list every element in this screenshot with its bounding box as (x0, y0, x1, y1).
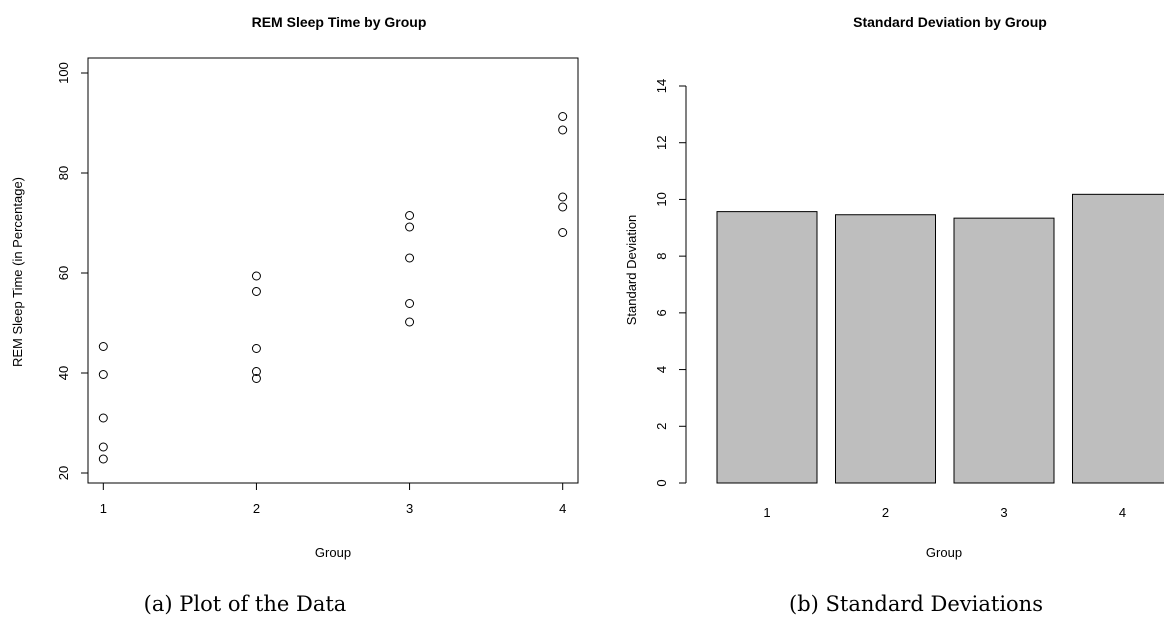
scatter-points (98, 112, 568, 464)
scatter-y-tick-label: 100 (56, 62, 71, 84)
scatter-point (405, 222, 415, 232)
bar-y-tick-label: 8 (654, 253, 669, 260)
scatter-point (251, 344, 261, 353)
bar-y-tick-label: 4 (654, 366, 669, 373)
scatter-point (405, 253, 415, 263)
bar (1072, 193, 1164, 484)
scatter-point (251, 287, 261, 296)
bar-y-tick-label: 10 (654, 192, 669, 206)
scatter-point (251, 271, 261, 281)
scatter-point (98, 370, 108, 379)
scatter-point (558, 202, 568, 212)
scatter-x-tick-label: 1 (100, 501, 107, 516)
scatter-point (98, 413, 108, 423)
bar-series (716, 193, 1164, 484)
scatter-point (405, 317, 415, 327)
bar-x-tick-label: 3 (1000, 505, 1007, 520)
scatter-point (558, 192, 568, 202)
bar-panel: Standard Deviation by Group 1 2 3 402468101… (624, 14, 1164, 616)
bar-x-tick-label: 1 (763, 505, 770, 520)
bar-x-tick-label: 4 (1119, 505, 1126, 520)
scatter-point (98, 454, 108, 464)
bar (716, 211, 818, 484)
scatter-caption: (a) Plot of the Data (144, 592, 347, 616)
bar-y-tick-label: 0 (654, 479, 669, 486)
bar-title: Standard Deviation by Group (853, 14, 1047, 30)
scatter-y-tick-label: 60 (56, 266, 71, 280)
scatter-x-tick-label: 2 (253, 501, 260, 516)
scatter-point (558, 228, 568, 237)
scatter-y-axis-label: REM Sleep Time (in Percentage) (10, 177, 25, 367)
scatter-point (98, 442, 108, 452)
scatter-x-axis-label: Group (315, 545, 351, 560)
scatter-y-tick-label: 20 (56, 466, 71, 480)
bar-y-tick-label: 14 (654, 79, 669, 93)
bar-x-tick-label: 2 (882, 505, 889, 520)
bar-y-tick-label: 2 (654, 423, 669, 430)
scatter-plot-frame (87, 57, 579, 484)
scatter-x-tick-label: 4 (559, 501, 566, 516)
bar-x-axis-label: Group (926, 545, 962, 560)
scatter-y-tick-label: 80 (56, 166, 71, 180)
scatter-point (558, 112, 568, 121)
scatter-axes: 1 2 3 4 20 40 60 80 100 (56, 62, 566, 516)
scatter-point (98, 342, 108, 351)
bar-y-tick-label: 6 (654, 309, 669, 316)
bar (953, 217, 1055, 484)
bar (835, 214, 936, 484)
scatter-title: REM Sleep Time by Group (252, 14, 427, 30)
scatter-point (251, 367, 261, 376)
scatter-y-tick-label: 40 (56, 366, 71, 380)
scatter-panel: REM Sleep Time by Group 1 2 3 420406080100 … (10, 14, 579, 616)
scatter-point (558, 125, 568, 135)
bar-caption: (b) Standard Deviations (789, 592, 1043, 616)
bar-y-axis-label: Standard Deviation (624, 215, 639, 326)
scatter-x-tick-label: 3 (406, 501, 413, 516)
scatter-point (405, 211, 415, 220)
scatter-point (405, 299, 415, 308)
bar-y-tick-label: 12 (654, 135, 669, 149)
scatter-point (251, 374, 261, 383)
